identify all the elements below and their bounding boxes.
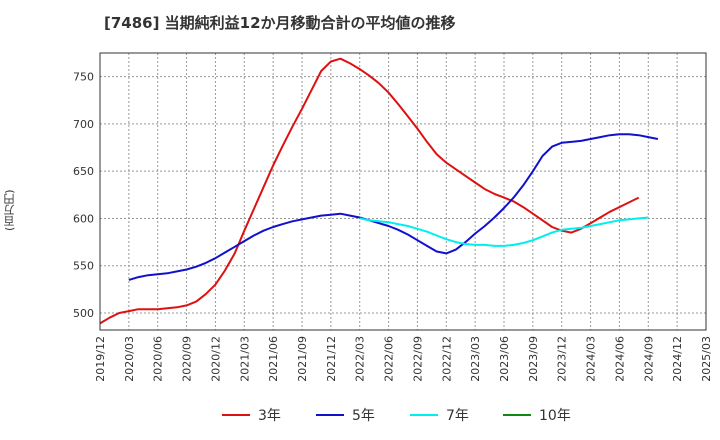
chart-title: [7486] 当期純利益12か月移動合計の平均値の推移	[104, 14, 456, 32]
x-tick-label: 2023/09	[527, 336, 540, 382]
line-chart: 500 550 600 650 700 750 2019/12 2020/03 2020/06…	[73, 52, 713, 382]
series-line-7年	[359, 216, 649, 247]
legend-swatch-5y	[316, 414, 344, 416]
x-tick-label: 2022/03	[354, 336, 367, 382]
plot-frame	[99, 52, 707, 331]
x-tick-label: 2021/12	[325, 336, 338, 382]
legend: 3年 5年 7年 10年	[0, 400, 720, 430]
x-tick-label: 2019/12	[94, 336, 107, 382]
x-tick-label: 2023/03	[469, 336, 482, 382]
x-tick-label: 2021/09	[296, 336, 309, 382]
legend-item-10y: 10年	[503, 404, 571, 426]
legend-label-5y: 5年	[352, 408, 375, 424]
y-tick-label: 600	[73, 212, 94, 225]
legend-item-5y: 5年	[316, 404, 375, 426]
x-tick-label: 2021/03	[238, 336, 251, 382]
x-tick-label: 2024/03	[585, 336, 598, 382]
x-tick-label: 2022/09	[411, 336, 424, 382]
x-tick-label: 2023/06	[498, 336, 511, 382]
y-tick-label: 550	[73, 260, 94, 273]
legend-label-3y: 3年	[258, 408, 281, 424]
x-tick-label: 2022/12	[440, 336, 453, 382]
x-tick-label: 2021/06	[267, 336, 280, 382]
x-tick-label: 2020/09	[181, 336, 194, 382]
series-lines	[99, 57, 659, 325]
legend-swatch-3y	[222, 414, 250, 416]
x-tick-label: 2023/12	[556, 336, 569, 382]
series-line-5年	[128, 133, 659, 281]
series-line-3年	[99, 57, 640, 325]
x-tick-label: 2024/09	[642, 336, 655, 382]
legend-swatch-10y	[503, 414, 531, 416]
x-tick-label: 2020/03	[123, 336, 136, 382]
legend-label-7y: 7年	[446, 408, 469, 424]
x-tick-label: 2020/06	[152, 336, 165, 382]
y-tick-label: 700	[73, 118, 94, 131]
grid	[99, 53, 707, 330]
x-ticks: 2019/12 2020/03 2020/06 2020/09 2020/12 2021/…	[94, 336, 713, 382]
x-tick-label: 2022/06	[383, 336, 396, 382]
y-tick-label: 750	[73, 71, 94, 84]
legend-label-10y: 10年	[539, 408, 571, 424]
x-tick-label: 2025/03	[700, 336, 713, 382]
legend-swatch-7y	[410, 414, 438, 416]
y-tick-label: 500	[73, 307, 94, 320]
legend-item-3y: 3年	[222, 404, 281, 426]
x-tick-label: 2020/12	[209, 336, 222, 382]
y-tick-label: 650	[73, 165, 94, 178]
legend-item-7y: 7年	[410, 404, 469, 426]
x-tick-label: 2024/12	[671, 336, 684, 382]
x-tick-label: 2024/06	[613, 336, 626, 382]
y-ticks: 500 550 600 650 700 750	[73, 71, 94, 320]
